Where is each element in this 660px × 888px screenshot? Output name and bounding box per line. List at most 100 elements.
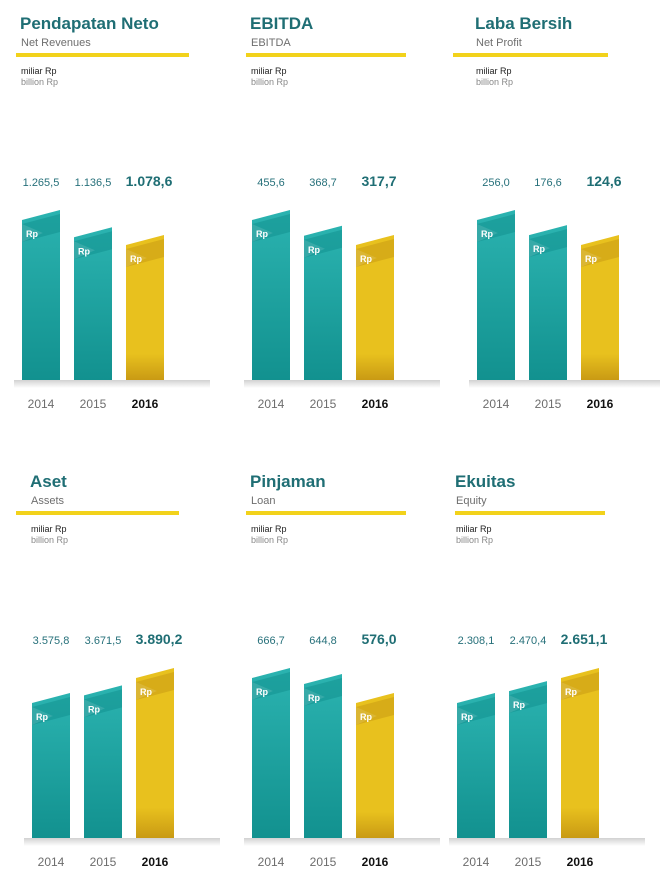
unit-label-en: billion Rp [31,535,69,545]
year-tick-label: 2016 [142,855,169,869]
bar-2014: Rp [22,210,60,380]
chart-title: Laba Bersih [475,14,573,33]
value-label: 1.078,6 [126,173,173,189]
value-label: 3.890,2 [136,631,183,647]
title-underline [16,511,179,515]
value-label: 176,6 [534,177,562,189]
value-label: 644,8 [309,635,337,647]
chart-panel-equity: Ekuitas Equity miliar Rp billion Rp Rp 2.308,… [449,468,655,888]
bar-2015: Rp [529,225,567,380]
value-label: 124,6 [586,173,621,189]
unit-label-en: billion Rp [251,77,289,87]
bar-chart: Rp 666,7 2014 Rp 644,8 2015 Rp 576,0 2016 [244,631,440,869]
bar-2015: Rp [304,674,342,838]
unit-label-en: billion Rp [476,77,514,87]
bar-currency-label: Rp [308,245,320,255]
value-label: 3.671,5 [85,635,122,647]
title-underline [453,53,608,57]
bar-currency-label: Rp [130,254,142,264]
year-tick-label: 2015 [310,397,337,411]
year-tick-label: 2014 [463,855,490,869]
year-tick-label: 2016 [567,855,594,869]
year-tick-label: 2014 [38,855,65,869]
floor-shadow [449,838,645,846]
year-tick-label: 2014 [483,397,510,411]
year-tick-label: 2014 [258,855,285,869]
year-tick-label: 2014 [28,397,55,411]
chart-subtitle: Net Revenues [21,37,91,49]
value-label: 256,0 [482,177,510,189]
year-tick-label: 2016 [587,397,614,411]
chart-subtitle: Loan [251,495,276,507]
chart-panel-assets: Aset Assets miliar Rp billion Rp Rp 3.575,8 20… [16,468,230,888]
bar-currency-label: Rp [256,229,268,239]
title-underline [16,53,189,57]
bar-chart: Rp 455,6 2014 Rp 368,7 2015 Rp 317,7 2016 [244,173,440,411]
bar-2016: Rp [356,693,394,838]
year-tick-label: 2016 [132,397,159,411]
bar-chart: Rp 3.575,8 2014 Rp 3.671,5 2015 Rp 3.890,2 2016 [24,631,220,869]
year-tick-label: 2016 [362,855,389,869]
unit-label-id: miliar Rp [21,66,57,76]
bar-currency-label: Rp [36,712,48,722]
bar-currency-label: Rp [308,693,320,703]
unit-label-id: miliar Rp [251,66,287,76]
year-tick-label: 2015 [515,855,542,869]
bar-chart: Rp 2.308,1 2014 Rp 2.470,4 2015 Rp 2.651,1 2016 [449,631,645,869]
bar-currency-label: Rp [78,246,90,256]
bar-currency-label: Rp [256,687,268,697]
bar-2014: Rp [252,210,290,380]
value-label: 576,0 [361,631,396,647]
value-label: 1.265,5 [23,177,60,189]
year-tick-label: 2015 [80,397,107,411]
bar-currency-label: Rp [360,712,372,722]
bar-2015: Rp [509,681,547,838]
bar-2014: Rp [252,668,290,838]
bar-2016: Rp [126,235,164,380]
bar-currency-label: Rp [461,712,473,722]
bar-2016: Rp [136,668,174,838]
value-label: 317,7 [361,173,396,189]
chart-title: Aset [30,472,67,491]
bar-currency-label: Rp [565,687,577,697]
bar-currency-label: Rp [360,254,372,264]
value-label: 2.308,1 [458,635,495,647]
unit-label-en: billion Rp [456,535,494,545]
bar-2016: Rp [561,668,599,838]
year-tick-label: 2016 [362,397,389,411]
bar-2015: Rp [74,227,112,380]
chart-subtitle: Net Profit [476,37,522,49]
bar-chart: Rp 1.265,5 2014 Rp 1.136,5 2015 Rp 1.078,6 2016 [14,173,210,411]
bar-2016: Rp [356,235,394,380]
floor-shadow [14,380,210,388]
chart-panel-net-revenues: Pendapatan Neto Net Revenues miliar Rp bill… [14,10,220,430]
unit-label-en: billion Rp [251,535,289,545]
value-label: 368,7 [309,177,337,189]
title-underline [246,511,406,515]
bar-2014: Rp [457,693,495,838]
bar-currency-label: Rp [88,704,100,714]
year-tick-label: 2015 [535,397,562,411]
value-label: 455,6 [257,177,285,189]
value-label: 2.470,4 [510,635,547,647]
bar-2015: Rp [84,685,122,838]
year-tick-label: 2015 [310,855,337,869]
chart-subtitle: Equity [456,495,487,507]
chart-panel-ebitda: EBITDA EBITDA miliar Rp billion Rp Rp 455,6 20… [244,10,450,430]
year-tick-label: 2014 [258,397,285,411]
bar-currency-label: Rp [585,254,597,264]
bar-chart: Rp 256,0 2014 Rp 176,6 2015 Rp 124,6 2016 [469,173,660,411]
bar-currency-label: Rp [533,244,545,254]
chart-title: Pinjaman [250,472,326,491]
bar-2015: Rp [304,225,342,380]
chart-panel-loan: Pinjaman Loan miliar Rp billion Rp Rp 666,7 20… [244,468,450,888]
unit-label-id: miliar Rp [476,66,512,76]
bar-currency-label: Rp [26,229,38,239]
value-label: 3.575,8 [33,635,70,647]
bar-2014: Rp [32,693,70,838]
unit-label-id: miliar Rp [251,524,287,534]
bar-2014: Rp [477,210,515,380]
unit-label-en: billion Rp [21,77,59,87]
bar-currency-label: Rp [140,687,152,697]
floor-shadow [24,838,220,846]
